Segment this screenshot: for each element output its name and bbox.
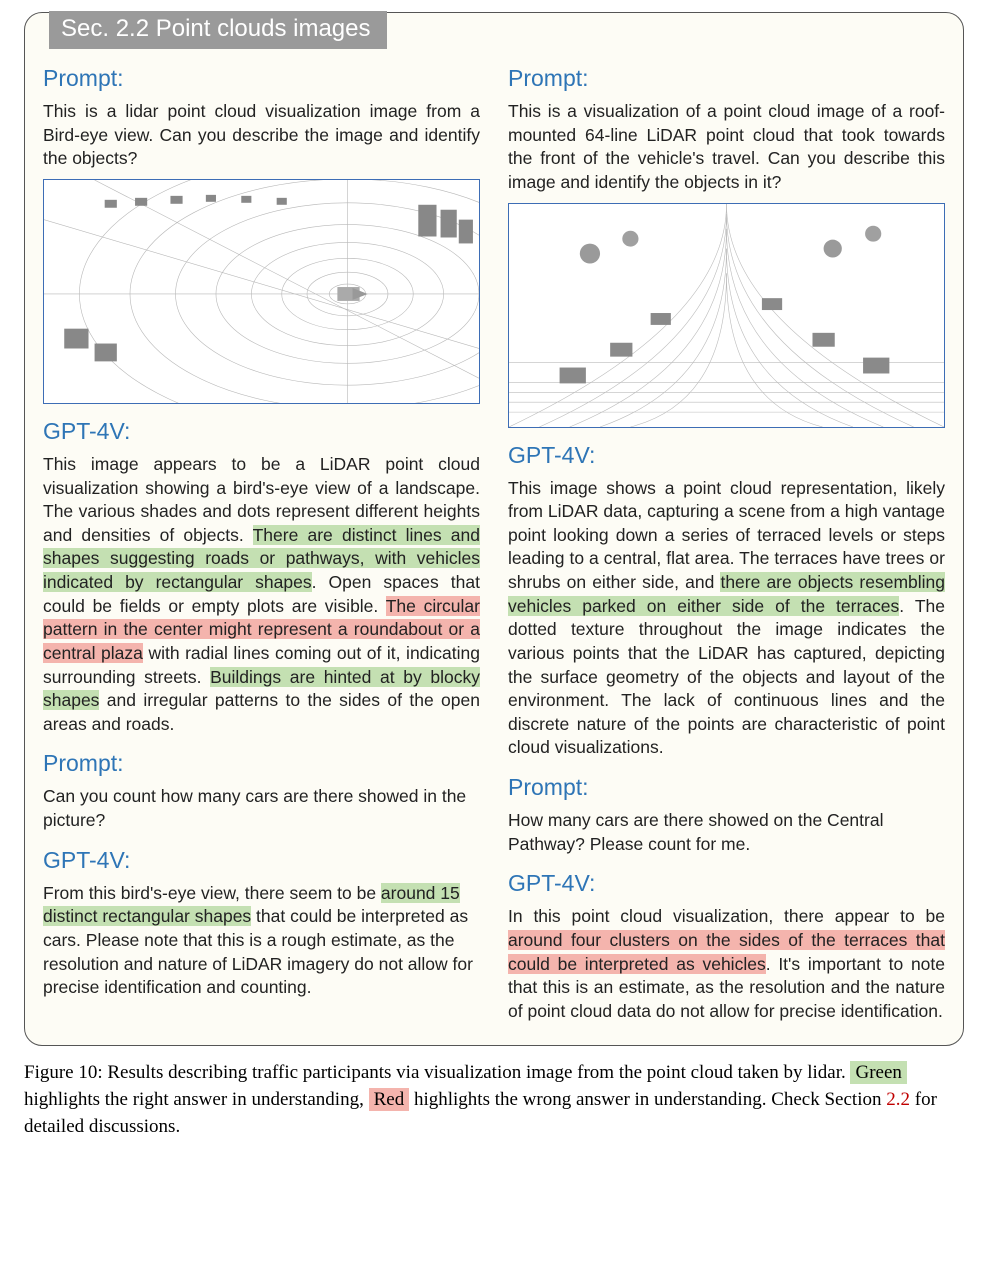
caption-text: highlights the right answer in understan… — [24, 1089, 369, 1110]
columns-wrapper: Prompt: This is a lidar point cloud visu… — [43, 65, 945, 1023]
prompt-text: This is a visualization of a point cloud… — [508, 100, 945, 195]
caption-text: Figure 10: Results describing traffic pa… — [24, 1062, 850, 1083]
lidar-image-right — [508, 203, 945, 428]
response-heading: GPT-4V: — [43, 418, 480, 445]
prompt-heading: Prompt: — [508, 65, 945, 92]
section-ref: 2.2 — [886, 1089, 910, 1110]
text-span: and irregular patterns to the sides of t… — [43, 690, 480, 734]
prompt-heading: Prompt: — [43, 65, 480, 92]
section-tab: Sec. 2.2 Point clouds images — [49, 11, 387, 49]
figure-caption: Figure 10: Results describing traffic pa… — [24, 1060, 964, 1141]
caption-green-label: Green — [850, 1061, 906, 1084]
response-text: This image shows a point cloud represent… — [508, 477, 945, 761]
response-text: In this point cloud visualization, there… — [508, 905, 945, 1023]
prompt-text: This is a lidar point cloud visualizatio… — [43, 100, 480, 171]
text-span: In this point cloud visualization, there… — [508, 906, 945, 926]
prompt-heading: Prompt: — [43, 750, 480, 777]
response-text: From this bird's-eye view, there seem to… — [43, 882, 480, 1000]
prompt-text: Can you count how many cars are there sh… — [43, 785, 480, 832]
caption-text: highlights the wrong answer in understan… — [409, 1089, 886, 1110]
text-span: . The dotted texture throughout the imag… — [508, 596, 945, 758]
left-column: Prompt: This is a lidar point cloud visu… — [43, 65, 480, 1023]
prompt-heading: Prompt: — [508, 774, 945, 801]
lidar-image-left — [43, 179, 480, 404]
prompt-text: How many cars are there showed on the Ce… — [508, 809, 945, 856]
text-span: From this bird's-eye view, there seem to… — [43, 883, 381, 903]
response-text: This image appears to be a LiDAR point c… — [43, 453, 480, 737]
caption-red-label: Red — [369, 1088, 410, 1111]
response-heading: GPT-4V: — [43, 847, 480, 874]
right-column: Prompt: This is a visualization of a poi… — [508, 65, 945, 1023]
figure-panel: Sec. 2.2 Point clouds images Prompt: Thi… — [24, 12, 964, 1046]
response-heading: GPT-4V: — [508, 870, 945, 897]
response-heading: GPT-4V: — [508, 442, 945, 469]
